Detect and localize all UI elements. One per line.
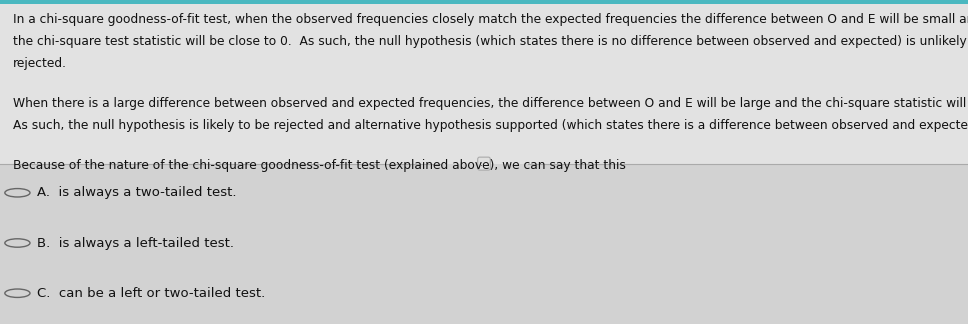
Text: A.  is always a two-tailed test.: A. is always a two-tailed test.: [37, 186, 236, 199]
Text: ...: ...: [480, 159, 488, 168]
Bar: [0, 164, 968, 324]
Bar: [0, 0, 968, 4]
Bar: [0, 4, 968, 164]
Text: the chi-square test statistic will be close to 0.  As such, the null hypothesis : the chi-square test statistic will be cl…: [13, 35, 968, 48]
Text: Because of the nature of the chi-square goodness-of-fit test (explained above), : Because of the nature of the chi-square …: [13, 159, 625, 172]
Text: In a chi-square goodness-of-fit test, when the observed frequencies closely matc: In a chi-square goodness-of-fit test, wh…: [13, 13, 968, 26]
Text: rejected.: rejected.: [13, 57, 67, 70]
Text: As such, the null hypothesis is likely to be rejected and alternative hypothesis: As such, the null hypothesis is likely t…: [13, 119, 968, 132]
Text: B.  is always a left-tailed test.: B. is always a left-tailed test.: [37, 237, 234, 249]
Text: When there is a large difference between observed and expected frequencies, the : When there is a large difference between…: [13, 97, 968, 110]
Text: C.  can be a left or two-tailed test.: C. can be a left or two-tailed test.: [37, 287, 265, 300]
